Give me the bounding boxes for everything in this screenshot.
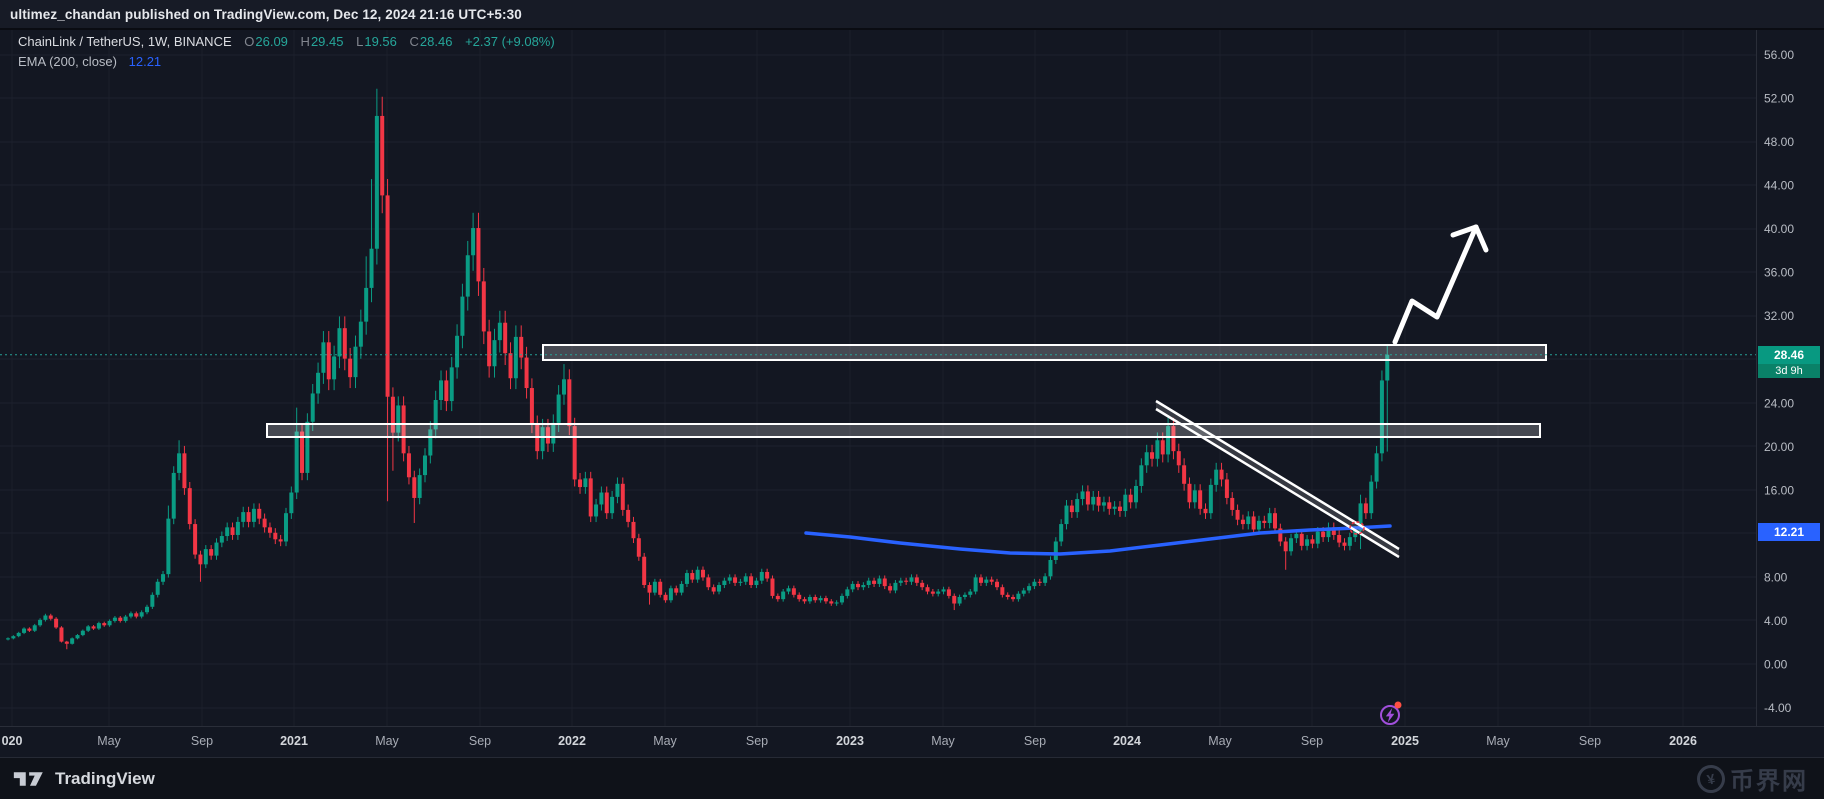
tradingview-logo-text: TradingView — [55, 768, 155, 788]
grid-lines — [0, 30, 1756, 726]
svg-text:24.00: 24.00 — [1764, 396, 1794, 410]
tradingview-logo[interactable]: TradingView — [0, 769, 155, 789]
publish-info-bar: ultimez_chandan published on TradingView… — [0, 0, 1824, 30]
ohlc-open-value: 26.09 — [255, 34, 288, 49]
symbol-legend-row[interactable]: ChainLink / TetherUS, 1W, BINANCE O26.09… — [18, 33, 555, 50]
ohlc-open-key: O — [244, 34, 255, 49]
svg-text:020: 020 — [2, 734, 23, 748]
candlestick-series — [6, 88, 1390, 650]
svg-text:Sep: Sep — [469, 734, 491, 748]
ohlc-high-value: 29.45 — [310, 34, 344, 49]
svg-text:2023: 2023 — [836, 734, 864, 748]
bar-countdown: 3d 9h — [1758, 364, 1820, 378]
ohlc-low-key: L — [356, 34, 364, 49]
svg-text:40.00: 40.00 — [1764, 222, 1794, 236]
price-scale[interactable]: 56.00 52.00 48.00 44.00 40.00 36.00 32.00 24.00… — [1764, 48, 1794, 715]
svg-text:16.00: 16.00 — [1764, 483, 1794, 497]
events-lightning-icon[interactable] — [1380, 701, 1402, 725]
ohlc-close-key: C — [409, 34, 419, 49]
price-change: +2.37 (+9.08%) — [465, 34, 555, 49]
ema-price-badge: 12.21 — [1758, 523, 1820, 541]
svg-text:2025: 2025 — [1391, 734, 1419, 748]
ohlc-low-value: 19.56 — [364, 34, 397, 49]
svg-text:Sep: Sep — [1579, 734, 1601, 748]
ohlc-high-key: H — [300, 34, 310, 49]
svg-text:Sep: Sep — [1024, 734, 1046, 748]
svg-text:Sep: Sep — [746, 734, 768, 748]
svg-text:44.00: 44.00 — [1764, 179, 1794, 193]
last-price-badge: 28.46 3d 9h — [1758, 346, 1820, 378]
time-scale[interactable]: 020 May Sep 2021 May Sep 2022 May Sep 2023 May Sep 2… — [2, 734, 1697, 748]
svg-text:May: May — [1486, 734, 1510, 748]
last-price-value: 28.46 — [1758, 346, 1820, 364]
coin-icon: ¥ — [1694, 761, 1728, 796]
svg-text:Sep: Sep — [1301, 734, 1323, 748]
svg-text:4.00: 4.00 — [1764, 614, 1788, 628]
breakout-arrow[interactable] — [1392, 224, 1489, 345]
svg-text:May: May — [375, 734, 399, 748]
svg-text:52.00: 52.00 — [1764, 92, 1794, 106]
symbol-title[interactable]: ChainLink / TetherUS, 1W, BINANCE — [18, 34, 232, 49]
tradingview-logo-icon — [13, 771, 43, 786]
footer-bar: TradingView — [0, 757, 1824, 799]
svg-text:2021: 2021 — [280, 734, 308, 748]
svg-text:May: May — [931, 734, 955, 748]
ema-200-line[interactable] — [804, 524, 1392, 556]
breakout-circle-marker[interactable] — [1349, 521, 1365, 535]
svg-text:48.00: 48.00 — [1764, 135, 1794, 149]
ema-indicator-value: 12.21 — [128, 54, 162, 69]
indicator-legend-row[interactable]: EMA (200, close) 12.21 — [18, 53, 555, 70]
svg-text:56.00: 56.00 — [1764, 48, 1794, 62]
svg-text:May: May — [97, 734, 121, 748]
publish-info-text: ultimez_chandan published on TradingView… — [10, 6, 522, 22]
svg-text:2024: 2024 — [1113, 734, 1141, 748]
resistance-boxes[interactable] — [266, 344, 1547, 438]
svg-text:32.00: 32.00 — [1764, 309, 1794, 323]
site-watermark: ¥ 币界网 — [1694, 761, 1808, 796]
svg-text:8.00: 8.00 — [1764, 570, 1788, 584]
svg-text:2026: 2026 — [1669, 734, 1697, 748]
svg-text:May: May — [1208, 734, 1232, 748]
svg-text:20.00: 20.00 — [1764, 440, 1794, 454]
svg-text:May: May — [653, 734, 677, 748]
svg-text:0.00: 0.00 — [1764, 657, 1788, 671]
axis-borders — [0, 30, 1824, 727]
svg-text:Sep: Sep — [191, 734, 213, 748]
descending-channel[interactable] — [1155, 399, 1400, 559]
svg-text:2022: 2022 — [558, 734, 586, 748]
svg-text:-4.00: -4.00 — [1764, 701, 1792, 715]
watermark-text: 币界网 — [1730, 768, 1808, 795]
svg-text:36.00: 36.00 — [1764, 266, 1794, 280]
ema-indicator-label: EMA (200, close) — [18, 54, 117, 69]
chart-legend: ChainLink / TetherUS, 1W, BINANCE O26.09… — [18, 33, 555, 70]
ohlc-close-value: 28.46 — [419, 34, 453, 49]
